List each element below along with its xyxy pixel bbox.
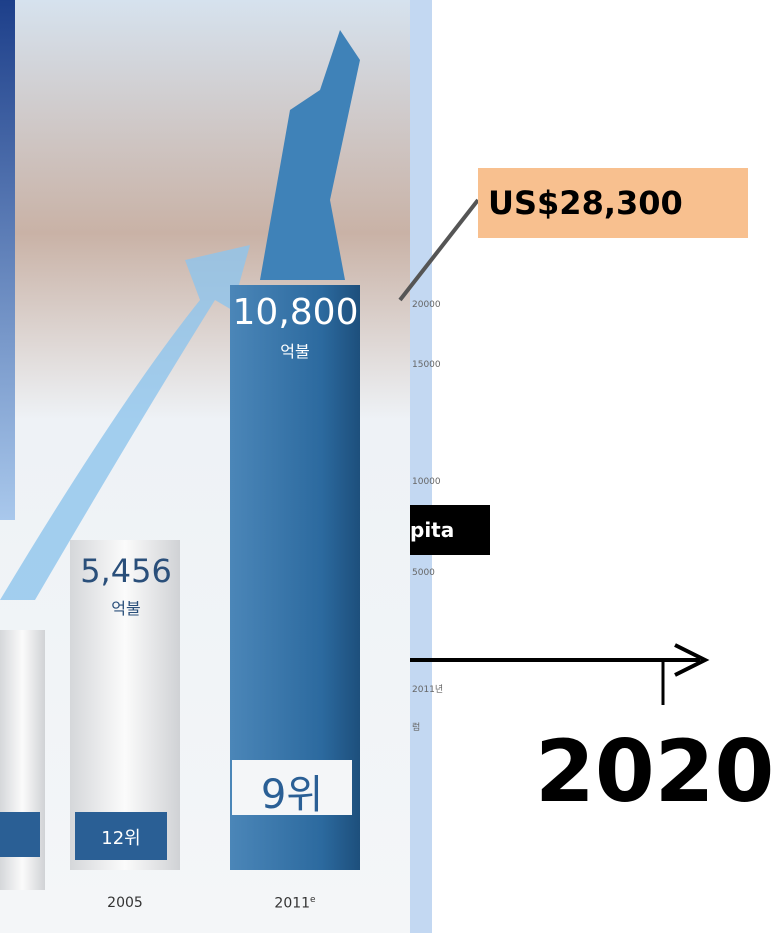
caption-fragment: pita	[410, 505, 490, 555]
side-axis-label: 럼	[412, 723, 421, 733]
bar-unit: 억불	[280, 342, 310, 361]
bar-year: 2011	[274, 895, 311, 912]
side-axis-label: 20000	[412, 300, 441, 310]
bar-unit: 억불	[111, 599, 141, 618]
side-axis-label: 10000	[412, 477, 441, 487]
year-note: e	[310, 895, 316, 905]
bar-rank: 12위	[101, 828, 141, 849]
bar-value-label: 5,456	[80, 552, 172, 590]
side-axis-label: 15000	[412, 360, 441, 370]
callout-text: US$28,300	[488, 184, 683, 222]
bar-rank: 9위	[260, 772, 324, 818]
bar-year-group: 2011e	[260, 895, 330, 912]
bar-value-label: 10,800	[232, 292, 359, 333]
callout-box: US$28,300	[478, 168, 748, 238]
timeline-year: 2020	[535, 722, 771, 822]
side-axis-label: 2011년	[412, 685, 444, 695]
bar-year: 2005	[107, 895, 143, 911]
side-axis-label: 5000	[412, 568, 435, 578]
